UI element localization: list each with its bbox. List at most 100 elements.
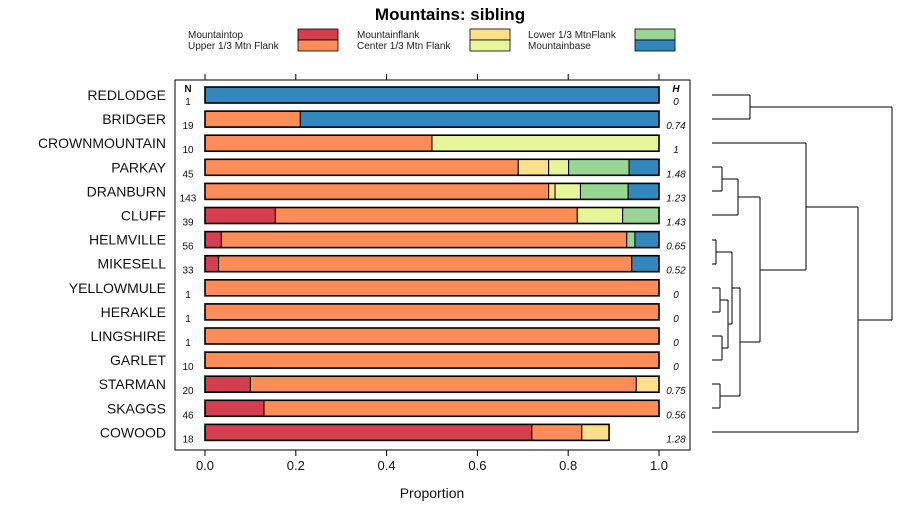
n-value: 56 <box>182 242 194 253</box>
legend-swatch <box>634 39 676 52</box>
x-tick-label: 0.8 <box>559 458 577 473</box>
n-value: 10 <box>182 362 194 373</box>
category-label: CROWNMOUNTAIN <box>38 135 166 151</box>
bar-outline <box>204 110 660 128</box>
n-value: 18 <box>182 434 194 445</box>
bar-segment <box>635 375 660 393</box>
bar-outline <box>204 375 660 394</box>
bar-segment <box>204 134 433 152</box>
bar-segment <box>204 399 265 417</box>
bar-segment <box>204 182 550 200</box>
bar-outline <box>204 134 660 152</box>
n-value: 143 <box>180 193 197 204</box>
x-tick-label: 0.0 <box>196 458 214 473</box>
category-label: CLUFF <box>121 208 166 224</box>
bar-outline <box>204 351 660 369</box>
n-value: 19 <box>182 121 194 132</box>
n-value: 45 <box>182 169 194 180</box>
n-value: 20 <box>182 386 194 397</box>
legend-label: Center 1/3 Mtn Flank <box>357 41 451 52</box>
h-value: 0.56 <box>666 410 686 421</box>
n-value: 1 <box>185 97 191 108</box>
bar-outline <box>204 254 660 273</box>
bar-segment <box>548 182 556 200</box>
legend-label: Mountaintop <box>188 30 243 41</box>
category-label: LINGSHIRE <box>91 328 166 344</box>
x-tick-label: 0.6 <box>468 458 486 473</box>
bar-segment <box>220 231 628 249</box>
category-label: HERAKLE <box>101 304 166 320</box>
bar-segment <box>581 423 610 441</box>
chart-title: Mountains: sibling <box>375 5 525 24</box>
category-label: COWOOD <box>100 424 166 440</box>
category-label: HELMVILLE <box>89 232 166 248</box>
bar-outline <box>204 182 660 201</box>
category-label: SKAGGS <box>107 400 166 416</box>
bar-outline <box>204 230 660 249</box>
h-value: 0 <box>673 290 679 301</box>
legend-label: Mountainflank <box>357 30 420 41</box>
x-axis-label: Proportion <box>400 485 465 501</box>
bar-segment <box>274 207 578 224</box>
bar-segment <box>548 158 570 176</box>
bar-segment <box>634 231 660 249</box>
bar-segment <box>218 255 633 273</box>
bar-segment <box>579 182 629 200</box>
h-column-header: H <box>672 84 680 95</box>
category-label: STARMAN <box>99 376 166 392</box>
n-value: 33 <box>182 266 194 277</box>
h-value: 1.43 <box>666 218 686 229</box>
bar-segment <box>626 231 636 249</box>
bar-segment <box>204 351 660 369</box>
bar-outline <box>204 423 610 442</box>
n-value: 10 <box>182 145 194 156</box>
x-axis: 0.0 0.2 0.4 0.6 0.8 1.0 <box>196 74 668 473</box>
bar-outline <box>204 327 660 345</box>
bar-segment <box>568 158 630 176</box>
bar-outline <box>204 278 660 297</box>
bar-segment <box>204 423 533 441</box>
legend-swatch <box>297 28 339 41</box>
bar-segment <box>204 255 220 273</box>
legend-swatch <box>469 28 511 41</box>
h-value: 0.74 <box>666 121 686 132</box>
bar-outline <box>204 158 660 177</box>
bar-segment <box>531 423 583 441</box>
h-value: 0 <box>673 362 679 373</box>
legend-label: Upper 1/3 Mtn Flank <box>188 41 280 52</box>
h-value: 0.52 <box>666 266 686 277</box>
bar-outline <box>204 303 660 321</box>
bar-segment <box>249 375 637 393</box>
bar-segment <box>554 182 581 200</box>
bar-outline <box>204 399 660 418</box>
category-label: PARKAY <box>111 159 166 175</box>
category-label: YELLOWMULE <box>69 280 166 296</box>
bar-segment <box>622 207 660 224</box>
bar-segment <box>204 279 660 297</box>
x-tick-label: 1.0 <box>650 458 668 473</box>
bar-segment <box>204 231 222 249</box>
h-value: 1 <box>673 145 679 156</box>
bar-segment <box>204 158 519 176</box>
h-value: 0.75 <box>666 386 686 397</box>
n-value: 1 <box>185 338 191 349</box>
h-value: 0 <box>673 97 679 108</box>
n-value: 1 <box>185 314 191 325</box>
n-value: 46 <box>182 410 194 421</box>
bar-segment <box>204 110 301 128</box>
x-tick-label: 0.2 <box>287 458 305 473</box>
category-label: GARLET <box>110 352 166 368</box>
bar-outline <box>204 206 660 225</box>
dendrogram <box>712 94 893 433</box>
n-column-header: N <box>184 84 191 95</box>
plot-frame <box>174 79 691 451</box>
n-value: 39 <box>182 218 194 229</box>
bar-segment <box>627 182 660 200</box>
bar-segment <box>431 134 660 152</box>
h-value: 0 <box>673 314 679 325</box>
h-value: 0.65 <box>666 242 686 253</box>
bar-segment <box>204 375 251 393</box>
